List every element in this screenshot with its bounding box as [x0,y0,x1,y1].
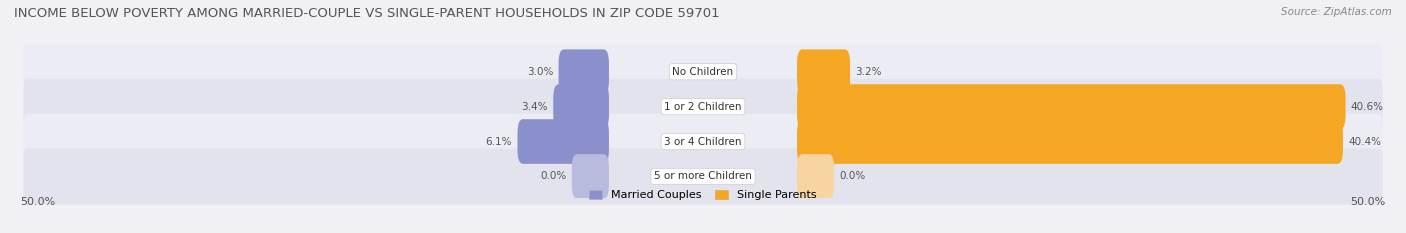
FancyBboxPatch shape [797,84,1346,129]
FancyBboxPatch shape [24,114,1382,169]
Text: 3.4%: 3.4% [522,102,548,112]
Text: 3 or 4 Children: 3 or 4 Children [664,137,742,147]
Legend: Married Couples, Single Parents: Married Couples, Single Parents [589,190,817,200]
Text: 5 or more Children: 5 or more Children [654,171,752,182]
FancyBboxPatch shape [517,119,609,164]
FancyBboxPatch shape [797,119,1343,164]
FancyBboxPatch shape [558,49,609,94]
Text: 40.6%: 40.6% [1351,102,1384,112]
Text: 0.0%: 0.0% [540,171,567,182]
Text: 1 or 2 Children: 1 or 2 Children [664,102,742,112]
FancyBboxPatch shape [24,79,1382,134]
Text: 0.0%: 0.0% [839,171,866,182]
Text: 3.2%: 3.2% [855,67,882,77]
Text: Source: ZipAtlas.com: Source: ZipAtlas.com [1281,7,1392,17]
Text: No Children: No Children [672,67,734,77]
FancyBboxPatch shape [572,154,609,199]
Text: 50.0%: 50.0% [1350,197,1385,207]
Text: 6.1%: 6.1% [485,137,512,147]
FancyBboxPatch shape [554,84,609,129]
Text: 40.4%: 40.4% [1348,137,1381,147]
Text: INCOME BELOW POVERTY AMONG MARRIED-COUPLE VS SINGLE-PARENT HOUSEHOLDS IN ZIP COD: INCOME BELOW POVERTY AMONG MARRIED-COUPL… [14,7,720,20]
FancyBboxPatch shape [797,49,851,94]
Text: 3.0%: 3.0% [527,67,554,77]
FancyBboxPatch shape [24,44,1382,100]
Text: 50.0%: 50.0% [21,197,56,207]
FancyBboxPatch shape [797,154,834,199]
FancyBboxPatch shape [24,148,1382,204]
